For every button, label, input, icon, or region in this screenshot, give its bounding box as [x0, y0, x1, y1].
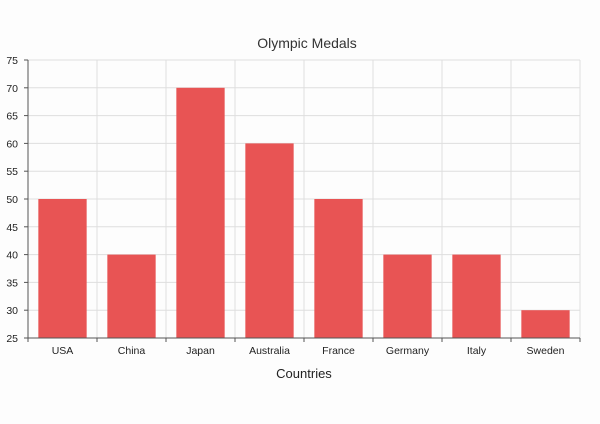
y-tick-label: 40 — [6, 250, 18, 262]
gridlines — [28, 59, 581, 338]
y-tick-label: 75 — [6, 55, 18, 67]
axes — [24, 59, 581, 342]
y-tick-label: 30 — [6, 305, 18, 317]
y-tick-label: 35 — [6, 277, 18, 289]
x-tick-labels: USA China Japan Australia France Germany Italy… — [52, 345, 565, 357]
bar-germany — [383, 254, 432, 338]
y-tick-label: 55 — [6, 166, 18, 178]
bar-sweden — [521, 310, 570, 338]
bar-italy — [452, 254, 501, 338]
y-tick-label: 50 — [6, 194, 18, 206]
y-tick-labels: 25 30 35 40 45 50 55 60 65 70 75 — [6, 55, 18, 345]
y-tick-label: 70 — [6, 83, 18, 95]
x-tick-label: Sweden — [527, 345, 565, 357]
y-tick-label: 65 — [6, 111, 18, 123]
bar-australia — [245, 143, 294, 338]
x-tick-label: Italy — [467, 345, 487, 357]
bars — [38, 87, 570, 338]
bar-france — [314, 199, 363, 338]
x-tick-label: Japan — [186, 345, 215, 357]
y-tick-label: 60 — [6, 138, 18, 150]
bar-japan — [176, 87, 225, 338]
x-tick-label: China — [118, 345, 146, 357]
y-tick-label: 25 — [6, 333, 18, 345]
chart-title: Olympic Medals — [257, 35, 357, 51]
x-tick-label: Germany — [386, 345, 430, 357]
x-tick-label: USA — [52, 345, 74, 357]
x-axis-label: Countries — [276, 366, 332, 381]
x-tick-label: Australia — [249, 345, 290, 357]
bar-china — [107, 254, 156, 338]
bar-usa — [38, 199, 87, 338]
x-tick-label: France — [322, 345, 355, 357]
y-tick-label: 45 — [6, 222, 18, 234]
